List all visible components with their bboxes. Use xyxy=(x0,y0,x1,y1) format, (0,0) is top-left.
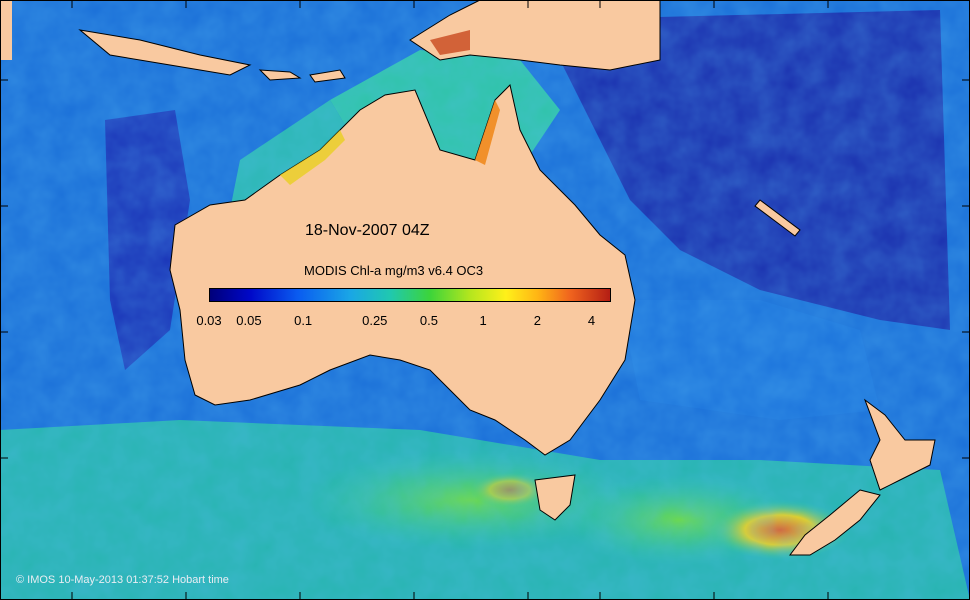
new-guinea xyxy=(409,0,661,71)
tasmania xyxy=(534,474,576,521)
colorbar-tick-label: 0.05 xyxy=(236,313,262,328)
new-zealand-north xyxy=(863,398,936,491)
date-label: 18-Nov-2007 04Z xyxy=(305,222,430,239)
colorbar-tick-label: 0.03 xyxy=(196,313,222,328)
new-caledonia xyxy=(754,199,801,237)
new-zealand-south xyxy=(789,489,881,556)
png-coast-bloom xyxy=(430,30,470,55)
copyright-notice: © IMOS 10-May-2013 01:37:52 Hobart time xyxy=(16,574,229,586)
kimberley-coast-bloom xyxy=(280,130,345,185)
colorbar-tick-label: 0.25 xyxy=(362,313,388,328)
legend-title: MODIS Chl-a mg/m3 v6.4 OC3 xyxy=(304,263,484,278)
top-left-landmass xyxy=(0,0,12,60)
colorbar-tick-label: 1 xyxy=(479,313,487,328)
colorbar-tick-label: 0.5 xyxy=(419,313,439,328)
gulf-carpentaria-bloom xyxy=(475,100,500,165)
colorbar-tick-label: 4 xyxy=(587,313,596,328)
colorbar-tick-label: 2 xyxy=(533,313,541,328)
colorbar-tick-label: 0.1 xyxy=(294,313,313,328)
lesser-sunda-islands xyxy=(258,69,346,83)
colorbar xyxy=(209,288,611,302)
java-island xyxy=(78,29,252,76)
